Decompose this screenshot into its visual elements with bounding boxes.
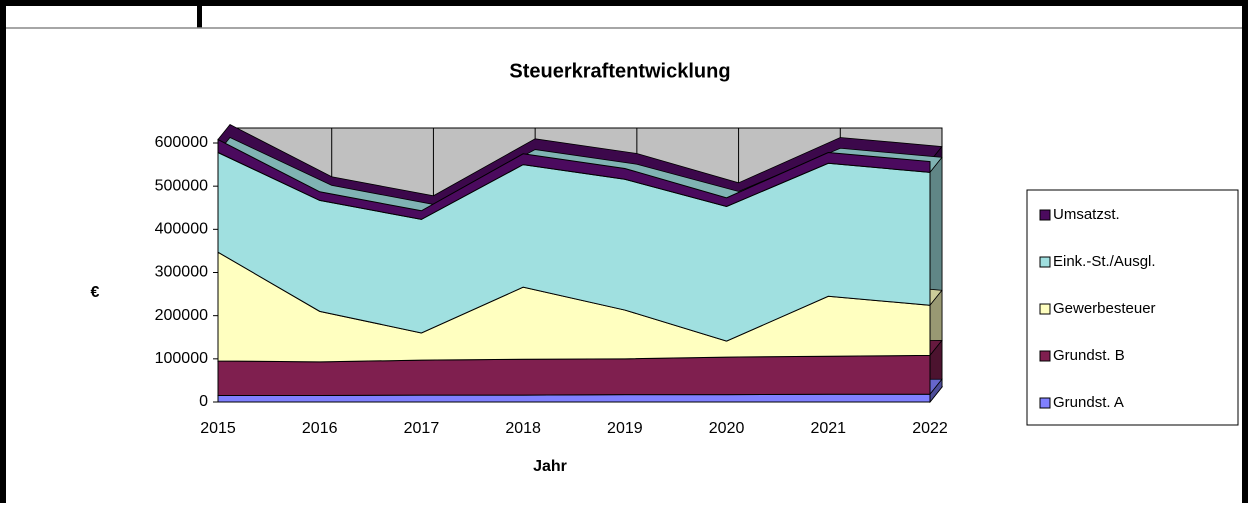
y-tick-label: 300000 (155, 264, 208, 281)
frame-top (0, 0, 1248, 6)
legend-label: Eink.-St./Ausgl. (1053, 253, 1156, 270)
x-tick-label: 2017 (404, 420, 440, 437)
x-tick-label: 2021 (810, 420, 846, 437)
legend-swatch (1039, 397, 1051, 409)
legend-label: Umsatzst. (1053, 206, 1120, 223)
chart-title: Steuerkraftentwicklung (509, 60, 730, 82)
x-tick-label: 2016 (302, 420, 338, 437)
legend-box (1026, 189, 1239, 426)
x-tick-label: 2020 (709, 420, 745, 437)
legend-label: Grundst. A (1053, 394, 1124, 411)
y-tick-label: 0 (199, 393, 208, 410)
y-axis-label: € (91, 284, 100, 301)
frame-left (0, 0, 6, 503)
area-side-face (929, 156, 943, 307)
legend-swatch (1039, 209, 1051, 221)
x-tick-label: 2022 (912, 420, 948, 437)
legend-swatch (1039, 303, 1051, 315)
plot: 0 100000 200000 300000 400000 500000 600000 201… (155, 124, 948, 437)
y-tick-label: 600000 (155, 134, 208, 151)
y-tick-label: 400000 (155, 221, 208, 238)
frame-right (1242, 0, 1248, 503)
legend: Grundst. A Grundst. B Gewerbesteuer Eink.-S… (1039, 206, 1156, 411)
legend-swatch (1039, 256, 1051, 268)
y-tick-label: 500000 (155, 177, 208, 194)
legend-label: Grundst. B (1053, 347, 1125, 364)
x-tick-label: 2018 (505, 420, 541, 437)
legend-label: Gewerbesteuer (1053, 300, 1156, 317)
frame-tab (197, 0, 202, 28)
x-tick-label: 2015 (200, 420, 236, 437)
y-tick-label: 200000 (155, 307, 208, 324)
y-tick-label: 100000 (155, 350, 208, 367)
area (217, 138, 931, 220)
x-tick-label: 2019 (607, 420, 643, 437)
x-axis-label: Jahr (533, 458, 567, 475)
legend-swatch (1039, 350, 1051, 362)
